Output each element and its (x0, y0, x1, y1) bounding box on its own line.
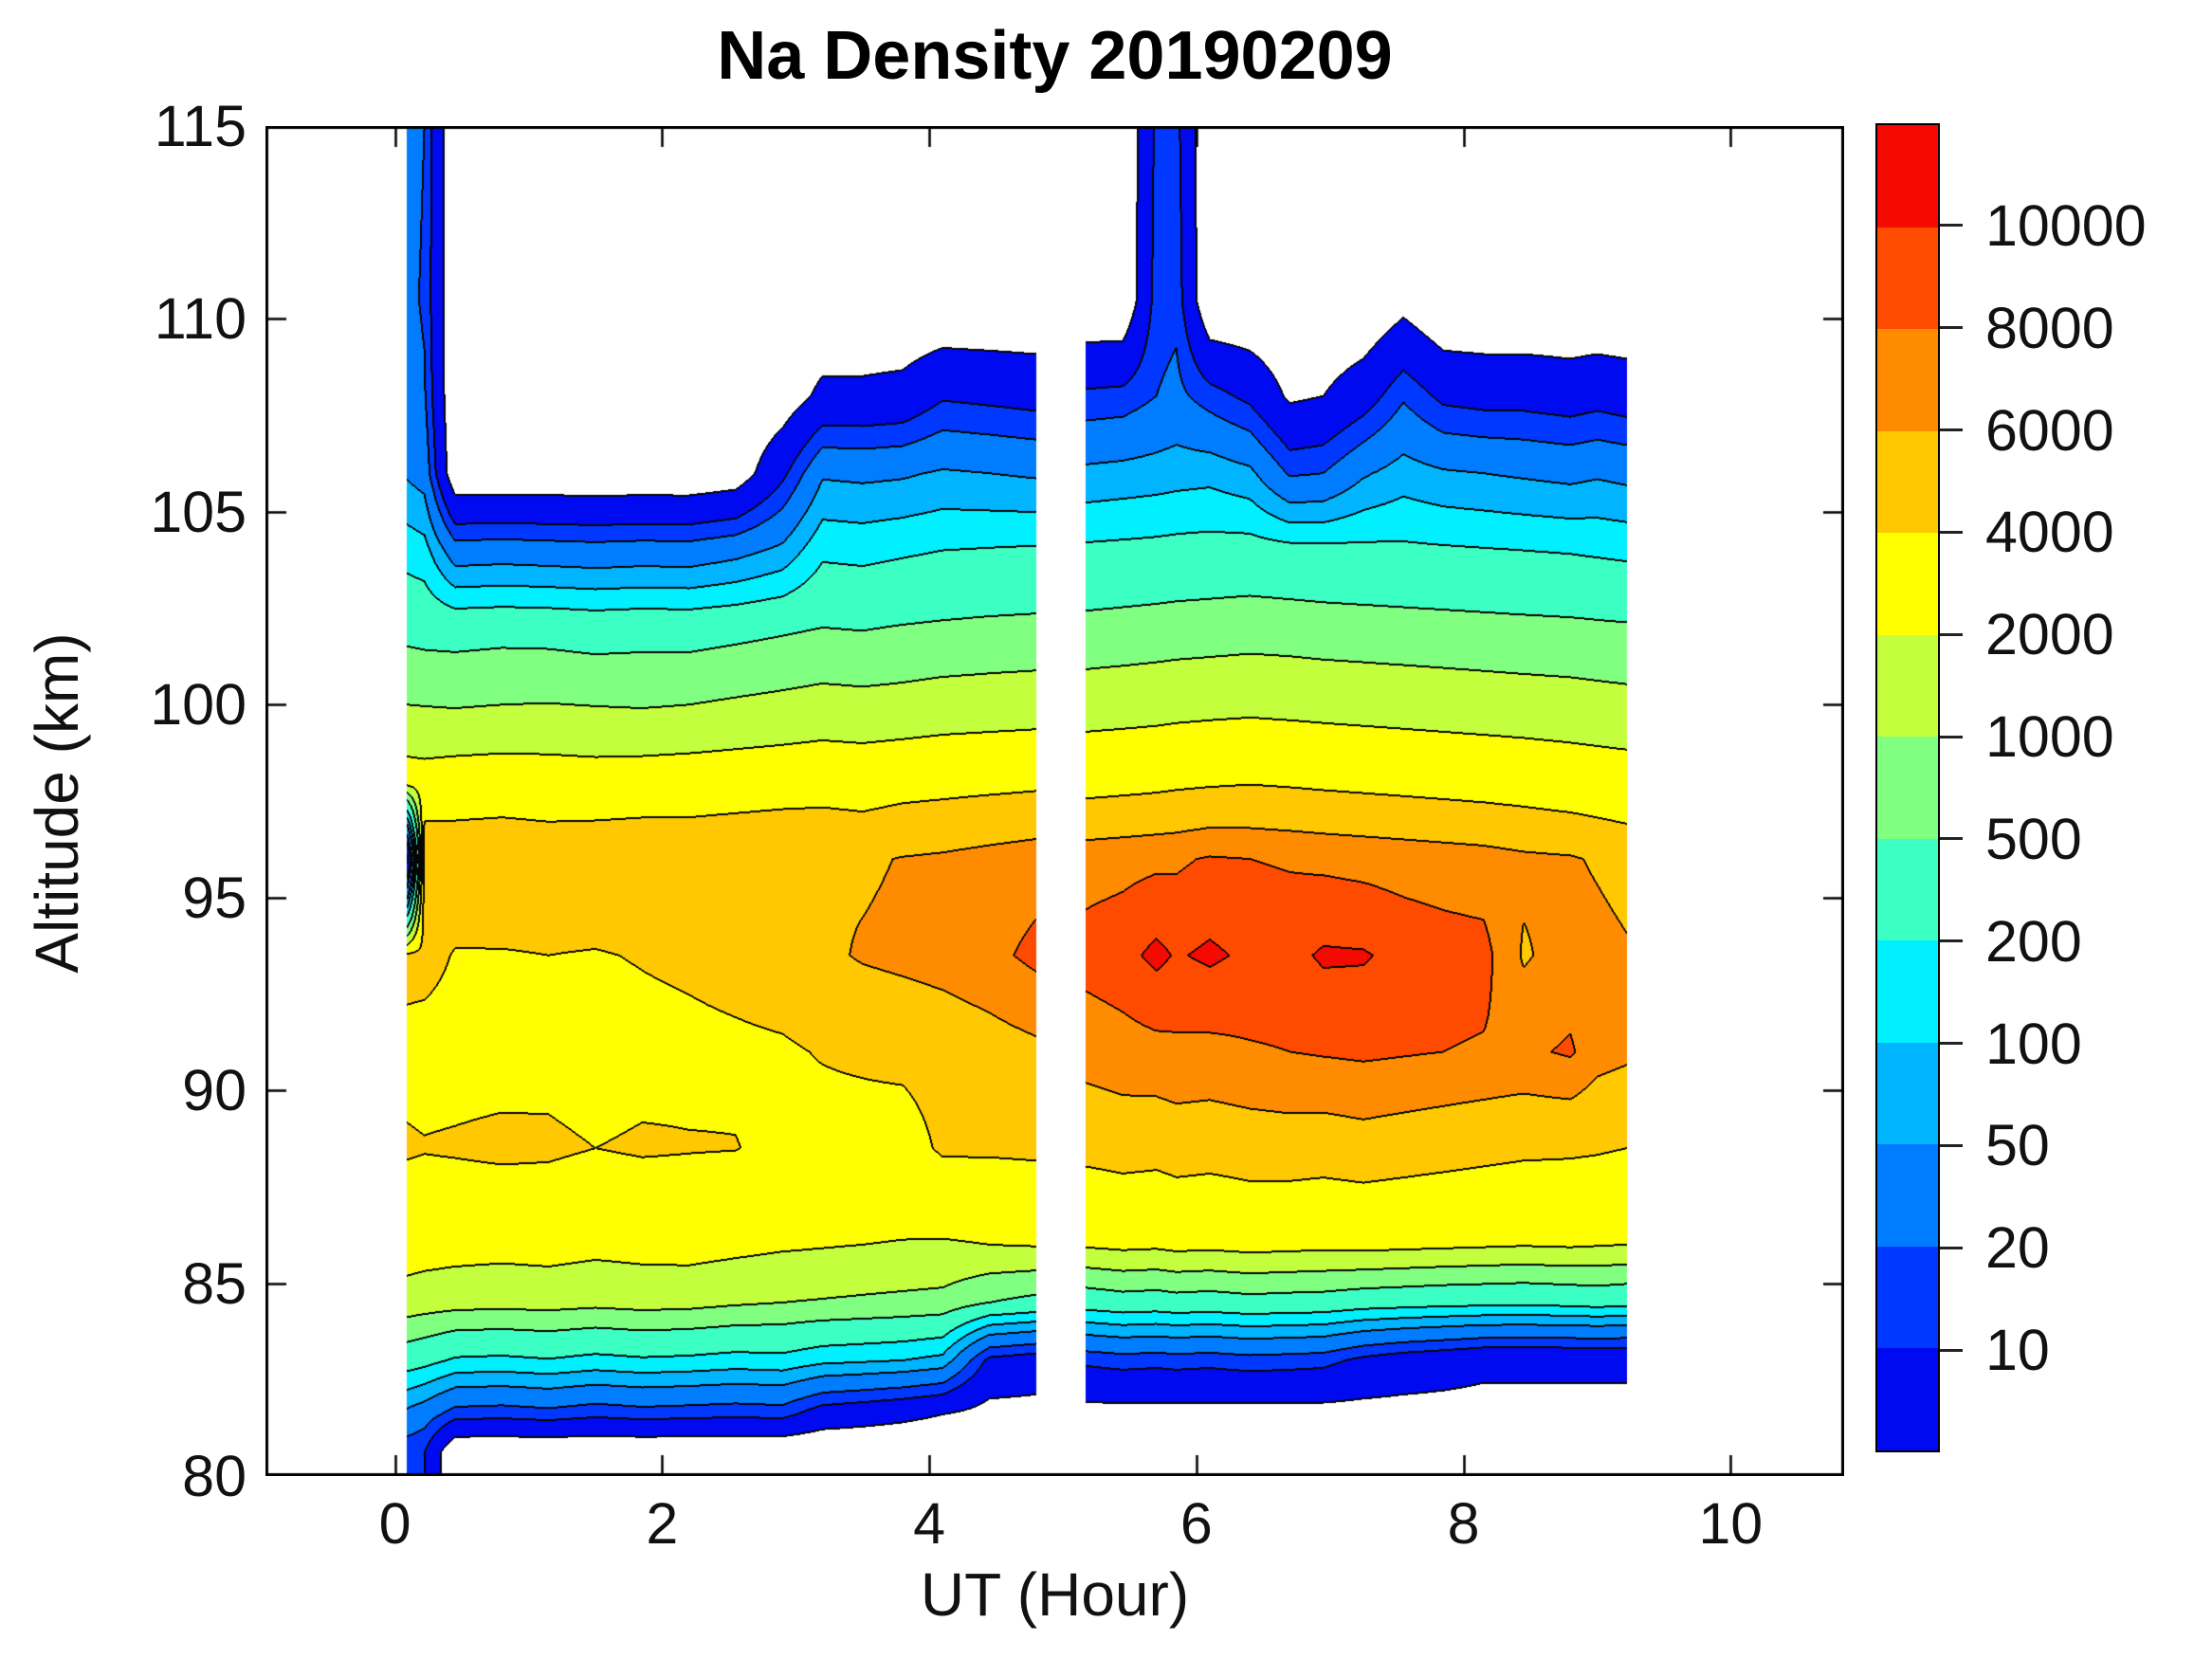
colorbar-tick (1940, 1246, 1963, 1249)
colorbar-tick-label: 200 (1985, 908, 2082, 974)
colorbar-tick (1940, 939, 1963, 943)
colorbar-segment (1877, 533, 1938, 635)
colorbar-segment (1877, 1144, 1938, 1247)
y-tick-label: 80 (182, 1444, 247, 1508)
colorbar-segment (1877, 737, 1938, 839)
colorbar-segment (1877, 838, 1938, 941)
colorbar-tick (1940, 530, 1963, 534)
x-axis-label: UT (Hour) (920, 1560, 1190, 1629)
colorbar-tick (1940, 632, 1963, 636)
colorbar-tick-label: 100 (1985, 1011, 2082, 1076)
colorbar-tick-label: 8000 (1985, 295, 2114, 360)
colorbar (1875, 123, 1940, 1452)
x-tick-label: 8 (1447, 1491, 1480, 1556)
x-tick-label: 2 (646, 1491, 679, 1556)
y-axis-label: Altitude (km) (23, 632, 91, 974)
colorbar-segment (1877, 940, 1938, 1043)
colorbar-segment (1877, 1348, 1938, 1450)
colorbar-tick-label: 50 (1985, 1113, 2050, 1178)
colorbar-segment (1877, 125, 1938, 228)
y-tick-label: 115 (154, 94, 247, 158)
colorbar-tick-label: 4000 (1985, 500, 2114, 565)
page-title: Na Density 20190209 (717, 18, 1393, 94)
colorbar-tick (1940, 837, 1963, 841)
y-tick-label: 95 (182, 865, 247, 930)
x-tick-label: 10 (1698, 1491, 1764, 1556)
colorbar-tick-label: 1000 (1985, 704, 2114, 770)
colorbar-tick (1940, 735, 1963, 738)
y-tick-label: 85 (182, 1250, 247, 1316)
colorbar-segment (1877, 1042, 1938, 1145)
colorbar-segment (1877, 1246, 1938, 1349)
x-tick-label: 4 (913, 1491, 946, 1556)
colorbar-tick-label: 10 (1985, 1318, 2050, 1383)
x-tick-label: 6 (1179, 1491, 1213, 1556)
colorbar-segment (1877, 329, 1938, 431)
contour-plot-canvas (265, 126, 1844, 1476)
colorbar-tick-label: 10000 (1985, 192, 2147, 258)
colorbar-segment (1877, 634, 1938, 738)
colorbar-tick-label: 6000 (1985, 397, 2114, 463)
x-tick-label: 0 (378, 1491, 411, 1556)
colorbar-tick (1940, 1042, 1963, 1046)
colorbar-tick (1940, 1143, 1963, 1147)
colorbar-tick-label: 500 (1985, 806, 2082, 871)
colorbar-tick (1940, 326, 1963, 330)
colorbar-tick (1940, 428, 1963, 432)
colorbar-tick-label: 20 (1985, 1215, 2050, 1281)
colorbar-segment (1877, 227, 1938, 330)
colorbar-tick (1940, 1348, 1963, 1352)
y-tick-label: 90 (182, 1058, 247, 1123)
y-tick-label: 100 (150, 672, 247, 738)
colorbar-tick (1940, 224, 1963, 228)
colorbar-segment (1877, 430, 1938, 534)
y-tick-label: 110 (154, 286, 247, 352)
colorbar-tick-label: 2000 (1985, 602, 2114, 667)
y-tick-label: 105 (150, 479, 247, 544)
